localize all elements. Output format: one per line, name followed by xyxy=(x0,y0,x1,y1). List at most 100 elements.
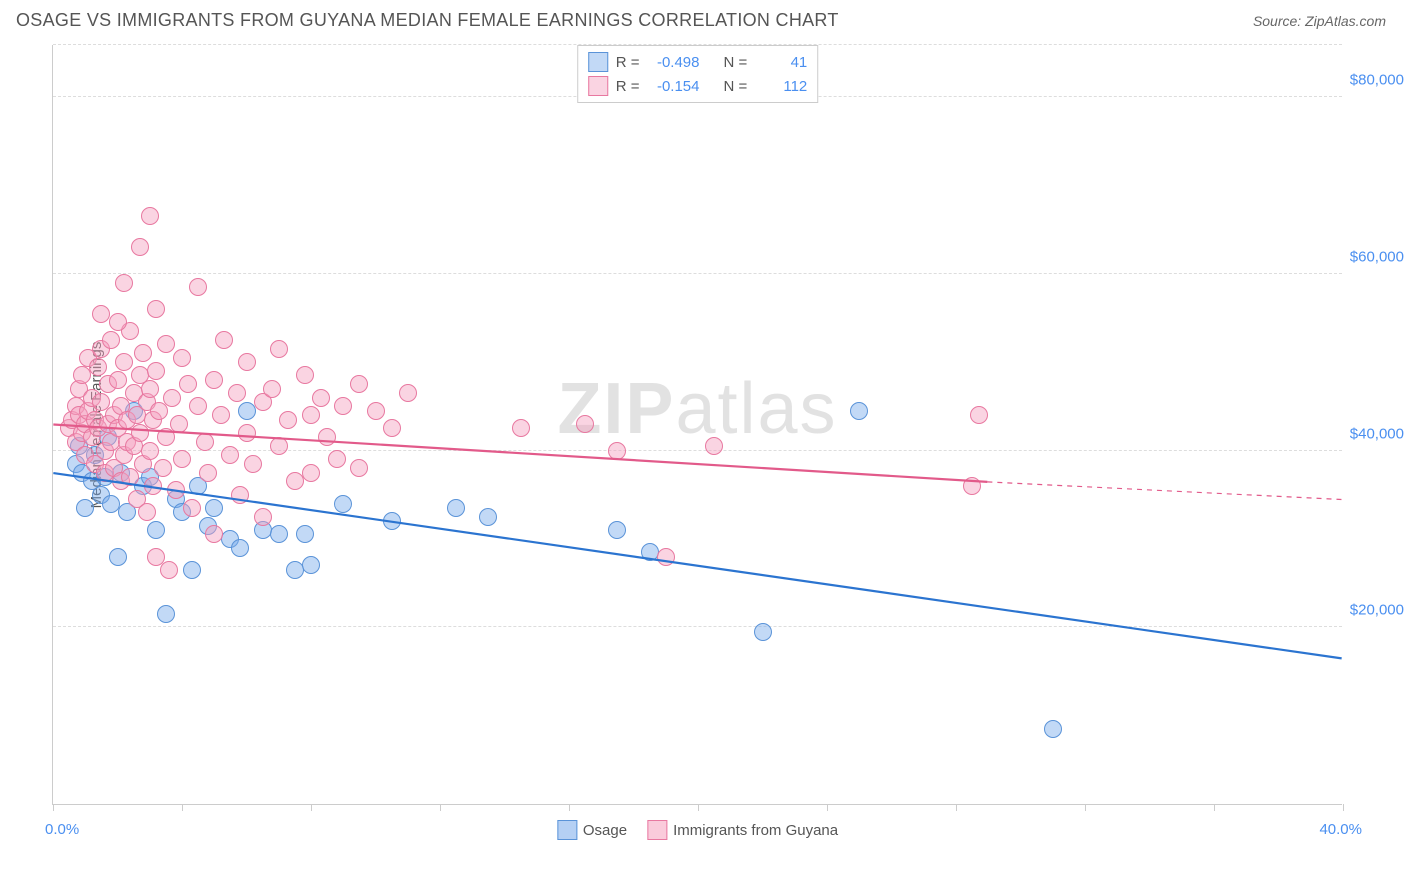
x-tick xyxy=(569,804,570,811)
data-point xyxy=(115,353,133,371)
data-point xyxy=(131,238,149,256)
data-point xyxy=(479,508,497,526)
x-tick xyxy=(440,804,441,811)
x-axis-max-label: 40.0% xyxy=(1319,821,1362,838)
data-point xyxy=(115,274,133,292)
chart-plot-area: Median Female Earnings ZIPatlas R = -0.4… xyxy=(52,45,1342,805)
data-point xyxy=(134,344,152,362)
chart-title: OSAGE VS IMMIGRANTS FROM GUYANA MEDIAN F… xyxy=(16,10,839,31)
data-point xyxy=(334,397,352,415)
data-point xyxy=(286,472,304,490)
data-point xyxy=(1044,720,1062,738)
x-tick xyxy=(1343,804,1344,811)
data-point xyxy=(199,464,217,482)
data-point xyxy=(244,455,262,473)
data-point xyxy=(963,477,981,495)
data-point xyxy=(302,406,320,424)
legend-swatch-osage xyxy=(557,820,577,840)
data-point xyxy=(170,415,188,433)
source-label: Source: ZipAtlas.com xyxy=(1253,13,1386,29)
data-point xyxy=(141,207,159,225)
data-point xyxy=(141,380,159,398)
data-point xyxy=(89,358,107,376)
data-point xyxy=(334,495,352,513)
legend-row-guyana: R = -0.154 N = 112 xyxy=(588,74,808,98)
data-point xyxy=(141,442,159,460)
data-point xyxy=(160,561,178,579)
x-tick xyxy=(1085,804,1086,811)
data-point xyxy=(215,331,233,349)
data-point xyxy=(154,459,172,477)
data-point xyxy=(367,402,385,420)
data-point xyxy=(296,525,314,543)
data-point xyxy=(157,335,175,353)
watermark: ZIPatlas xyxy=(557,368,837,450)
data-point xyxy=(312,389,330,407)
data-point xyxy=(383,419,401,437)
legend-item-guyana: Immigrants from Guyana xyxy=(647,820,838,840)
data-point xyxy=(641,543,659,561)
data-point xyxy=(318,428,336,446)
swatch-osage xyxy=(588,52,608,72)
data-point xyxy=(228,384,246,402)
x-tick xyxy=(956,804,957,811)
data-point xyxy=(754,623,772,641)
swatch-guyana xyxy=(588,76,608,96)
data-point xyxy=(173,450,191,468)
data-point xyxy=(147,521,165,539)
x-tick xyxy=(311,804,312,811)
data-point xyxy=(302,464,320,482)
data-point xyxy=(279,411,297,429)
data-point xyxy=(263,380,281,398)
data-point xyxy=(447,499,465,517)
correlation-legend: R = -0.498 N = 41 R = -0.154 N = 112 xyxy=(577,45,819,103)
data-point xyxy=(705,437,723,455)
data-point xyxy=(196,433,214,451)
data-point xyxy=(109,313,127,331)
data-point xyxy=(850,402,868,420)
data-point xyxy=(512,419,530,437)
data-point xyxy=(350,459,368,477)
data-point xyxy=(163,389,181,407)
data-point xyxy=(270,340,288,358)
data-point xyxy=(205,371,223,389)
data-point xyxy=(73,366,91,384)
data-point xyxy=(205,499,223,517)
data-point xyxy=(144,477,162,495)
data-point xyxy=(231,486,249,504)
data-point xyxy=(383,512,401,530)
legend-swatch-guyana xyxy=(647,820,667,840)
data-point xyxy=(183,561,201,579)
data-point xyxy=(147,300,165,318)
data-point xyxy=(157,605,175,623)
data-point xyxy=(76,499,94,517)
series-legend: Osage Immigrants from Guyana xyxy=(557,820,838,840)
data-point xyxy=(189,397,207,415)
legend-row-osage: R = -0.498 N = 41 xyxy=(588,50,808,74)
data-point xyxy=(576,415,594,433)
data-point xyxy=(970,406,988,424)
data-point xyxy=(238,424,256,442)
x-tick xyxy=(53,804,54,811)
legend-item-osage: Osage xyxy=(557,820,627,840)
x-tick xyxy=(182,804,183,811)
data-point xyxy=(109,371,127,389)
data-point xyxy=(173,349,191,367)
data-point xyxy=(138,503,156,521)
data-point xyxy=(189,278,207,296)
data-point xyxy=(399,384,417,402)
data-point xyxy=(608,442,626,460)
data-point xyxy=(205,525,223,543)
data-point xyxy=(179,375,197,393)
data-point xyxy=(302,556,320,574)
data-point xyxy=(608,521,626,539)
data-point xyxy=(350,375,368,393)
y-tick-label: $80,000 xyxy=(1350,72,1404,89)
x-axis-min-label: 0.0% xyxy=(45,821,79,838)
gridline xyxy=(53,273,1342,274)
data-point xyxy=(238,353,256,371)
data-point xyxy=(328,450,346,468)
data-point xyxy=(238,402,256,420)
data-point xyxy=(212,406,230,424)
data-point xyxy=(296,366,314,384)
